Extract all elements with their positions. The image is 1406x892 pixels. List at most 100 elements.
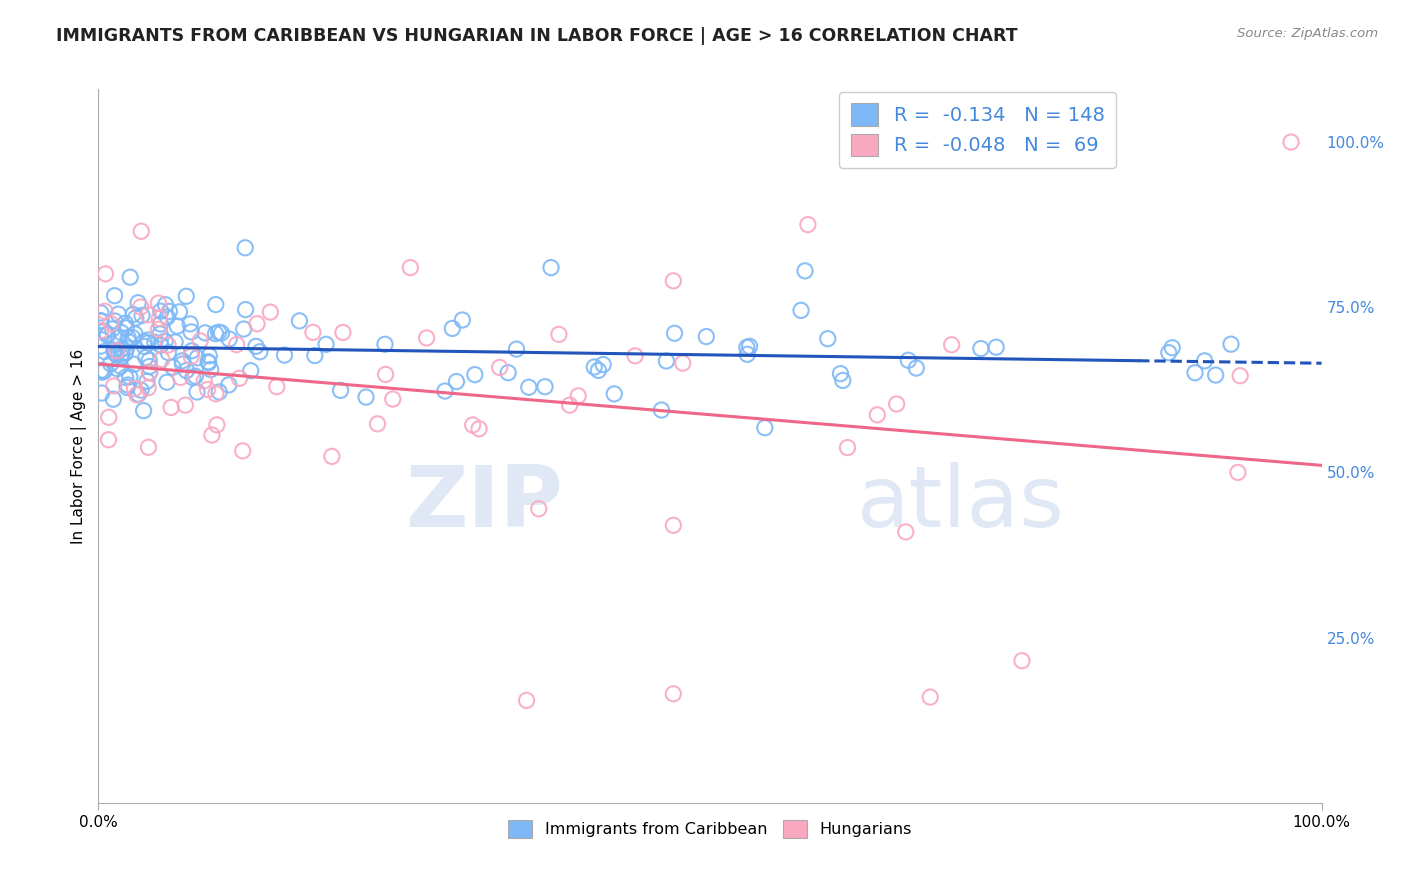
- Point: [415, 331, 437, 345]
- Point: [451, 313, 474, 327]
- Point: [180, 343, 202, 358]
- Point: [1161, 341, 1184, 355]
- Point: [148, 322, 170, 336]
- Point: [169, 305, 191, 319]
- Point: [207, 325, 229, 339]
- Point: [90, 324, 112, 338]
- Point: [157, 338, 180, 352]
- Point: [650, 403, 672, 417]
- Point: [138, 365, 160, 379]
- Point: [97, 410, 120, 425]
- Point: [165, 334, 187, 349]
- Point: [90, 313, 112, 327]
- Point: [105, 343, 128, 358]
- Point: [150, 352, 173, 367]
- Point: [1157, 345, 1180, 359]
- Point: [149, 326, 172, 341]
- Point: [122, 357, 145, 371]
- Point: [188, 334, 211, 348]
- Point: [662, 518, 685, 533]
- Y-axis label: In Labor Force | Age > 16: In Labor Force | Age > 16: [72, 349, 87, 543]
- Point: [548, 327, 571, 342]
- Point: [127, 387, 149, 401]
- Point: [517, 380, 540, 394]
- Point: [488, 360, 510, 375]
- Point: [156, 375, 179, 389]
- Point: [107, 307, 129, 321]
- Point: [197, 356, 219, 370]
- Point: [169, 370, 191, 384]
- Point: [446, 375, 468, 389]
- Point: [90, 339, 112, 353]
- Point: [200, 362, 222, 376]
- Point: [288, 314, 311, 328]
- Point: [662, 274, 685, 288]
- Point: [1011, 654, 1033, 668]
- Point: [735, 340, 758, 354]
- Point: [233, 241, 256, 255]
- Point: [505, 342, 527, 356]
- Point: [100, 317, 122, 331]
- Point: [136, 333, 159, 347]
- Point: [186, 384, 208, 399]
- Point: [672, 356, 695, 370]
- Point: [97, 433, 120, 447]
- Point: [166, 319, 188, 334]
- Point: [107, 331, 129, 345]
- Point: [246, 317, 269, 331]
- Point: [894, 524, 917, 539]
- Point: [897, 353, 920, 368]
- Point: [735, 347, 758, 361]
- Point: [114, 316, 136, 330]
- Point: [433, 384, 456, 398]
- Point: [115, 341, 138, 355]
- Point: [239, 364, 262, 378]
- Point: [148, 296, 170, 310]
- Point: [790, 303, 813, 318]
- Point: [1279, 135, 1302, 149]
- Point: [148, 311, 170, 326]
- Point: [1184, 366, 1206, 380]
- Point: [592, 358, 614, 372]
- Point: [197, 355, 219, 369]
- Point: [143, 335, 166, 350]
- Point: [321, 450, 343, 464]
- Point: [115, 380, 138, 394]
- Point: [399, 260, 422, 275]
- Point: [515, 693, 537, 707]
- Point: [135, 351, 157, 365]
- Point: [886, 397, 908, 411]
- Point: [162, 360, 184, 375]
- Point: [205, 417, 228, 432]
- Point: [567, 389, 589, 403]
- Point: [138, 353, 160, 368]
- Point: [259, 305, 281, 319]
- Point: [905, 361, 928, 376]
- Text: Source: ZipAtlas.com: Source: ZipAtlas.com: [1237, 27, 1378, 40]
- Point: [105, 343, 128, 358]
- Point: [208, 384, 231, 399]
- Point: [464, 368, 486, 382]
- Point: [558, 398, 581, 412]
- Point: [204, 297, 226, 311]
- Point: [830, 367, 852, 381]
- Point: [117, 334, 139, 349]
- Point: [91, 365, 114, 379]
- Point: [204, 326, 226, 341]
- Point: [201, 428, 224, 442]
- Point: [125, 310, 148, 325]
- Point: [655, 354, 678, 368]
- Point: [366, 417, 388, 431]
- Point: [1205, 368, 1227, 382]
- Point: [121, 330, 143, 344]
- Point: [111, 342, 134, 356]
- Point: [134, 339, 156, 353]
- Point: [374, 337, 396, 351]
- Point: [329, 384, 352, 398]
- Point: [101, 322, 124, 336]
- Point: [624, 349, 647, 363]
- Point: [179, 317, 201, 331]
- Point: [304, 349, 326, 363]
- Point: [105, 348, 128, 362]
- Point: [1229, 368, 1251, 383]
